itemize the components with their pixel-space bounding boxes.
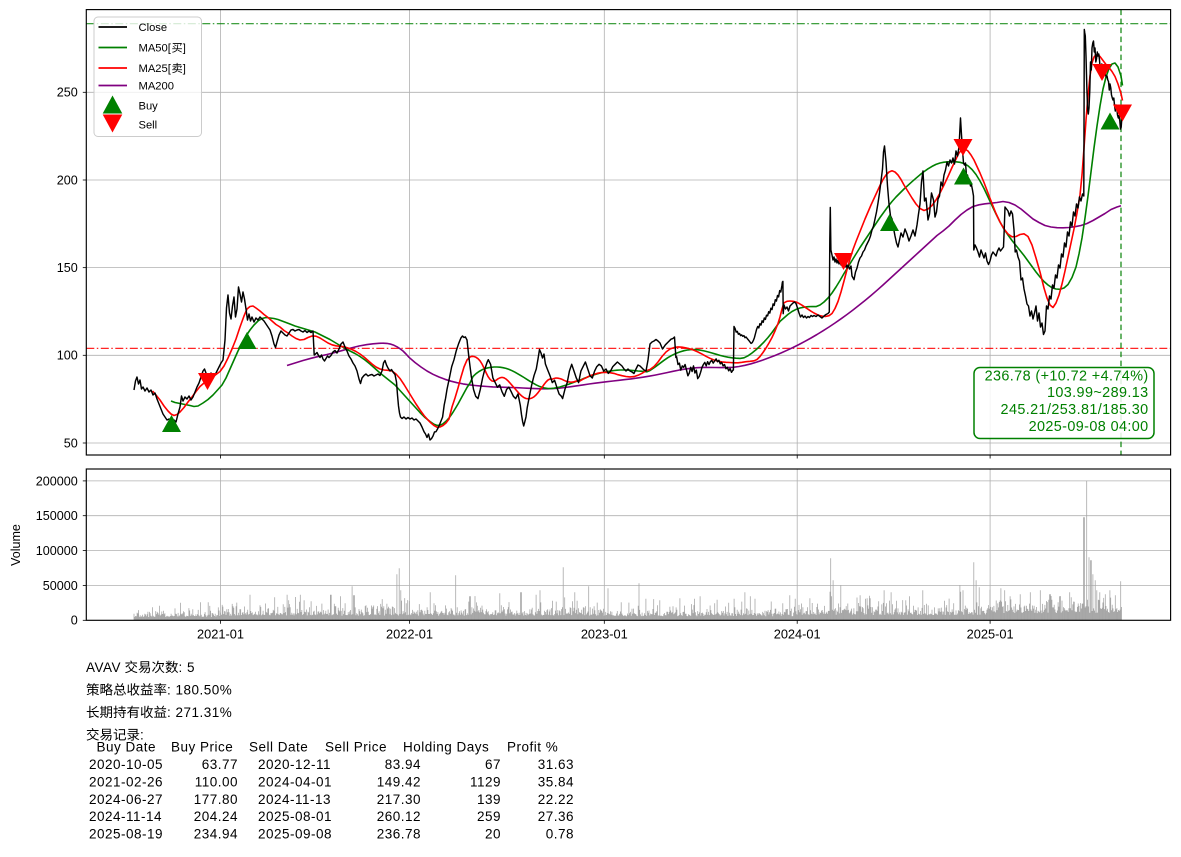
svg-text:MA200: MA200 [139, 81, 174, 93]
svg-text:2025-08-19: 2025-08-19 [89, 827, 163, 842]
svg-text:2025-09-08 04:00: 2025-09-08 04:00 [1029, 419, 1149, 435]
svg-text:149.42: 149.42 [377, 774, 421, 789]
svg-text:2024-06-27: 2024-06-27 [89, 792, 163, 807]
svg-text:110.00: 110.00 [195, 774, 238, 789]
svg-text:2025-08-01: 2025-08-01 [258, 809, 332, 824]
svg-text:103.99~289.13: 103.99~289.13 [1047, 385, 1149, 401]
svg-text:Buy Date: Buy Date [97, 740, 157, 755]
svg-text:2022-01: 2022-01 [386, 627, 433, 642]
svg-text:2024-11-13: 2024-11-13 [258, 792, 331, 807]
svg-text:63.77: 63.77 [202, 757, 238, 772]
svg-text:245.21/253.81/185.30: 245.21/253.81/185.30 [1001, 402, 1149, 418]
svg-text:Close: Close [139, 22, 168, 34]
svg-text:177.80: 177.80 [194, 792, 238, 807]
svg-text:2021-02-26: 2021-02-26 [89, 774, 163, 789]
svg-text:0: 0 [71, 614, 78, 628]
svg-text:20: 20 [485, 827, 501, 842]
svg-text:2020-10-05: 2020-10-05 [89, 757, 163, 772]
svg-text:2024-11-14: 2024-11-14 [89, 809, 162, 824]
svg-text:35.84: 35.84 [538, 774, 574, 789]
svg-text:Buy: Buy [139, 100, 159, 112]
svg-text:Sell Date: Sell Date [249, 740, 308, 755]
svg-text:100000: 100000 [36, 544, 78, 558]
svg-text:260.12: 260.12 [377, 809, 421, 824]
svg-text:236.78: 236.78 [377, 827, 421, 842]
svg-text:AVAV: AVAV [86, 660, 121, 675]
svg-text:100: 100 [57, 349, 78, 363]
svg-text:2024-01: 2024-01 [774, 627, 821, 642]
svg-text:Volume: Volume [9, 524, 23, 566]
svg-text:217.30: 217.30 [377, 792, 421, 807]
svg-text:200: 200 [57, 173, 78, 187]
svg-text:]: ] [183, 63, 186, 75]
svg-text:2021-01: 2021-01 [197, 627, 244, 642]
svg-text:250: 250 [57, 86, 78, 100]
svg-text:259: 259 [477, 809, 501, 824]
svg-text:22.22: 22.22 [538, 792, 574, 807]
svg-text:139: 139 [477, 792, 501, 807]
svg-text:0.78: 0.78 [546, 827, 574, 842]
svg-text:2023-01: 2023-01 [581, 627, 628, 642]
svg-text:MA50[: MA50[ [139, 43, 172, 55]
svg-text:200000: 200000 [36, 474, 78, 488]
svg-text:: 271.31%: : 271.31% [167, 705, 232, 720]
svg-text:]: ] [183, 43, 186, 55]
svg-text:Sell Price: Sell Price [325, 740, 387, 755]
svg-text:234.94: 234.94 [194, 827, 238, 842]
svg-text:MA25[: MA25[ [139, 63, 172, 75]
svg-text:2020-12-11: 2020-12-11 [258, 757, 331, 772]
svg-text:150000: 150000 [36, 509, 78, 523]
svg-text:31.63: 31.63 [538, 757, 574, 772]
svg-text:204.24: 204.24 [194, 809, 238, 824]
svg-text:Profit %: Profit % [507, 740, 558, 755]
svg-text:1129: 1129 [470, 774, 501, 789]
svg-text::: : [140, 728, 144, 743]
svg-text:2024-04-01: 2024-04-01 [258, 774, 332, 789]
svg-text:83.94: 83.94 [385, 757, 421, 772]
svg-text:Buy Price: Buy Price [171, 740, 233, 755]
svg-text:236.78 (+10.72 +4.74%): 236.78 (+10.72 +4.74%) [985, 368, 1149, 384]
svg-text:27.36: 27.36 [538, 809, 574, 824]
svg-text:50000: 50000 [43, 579, 78, 593]
svg-text:50: 50 [64, 436, 78, 450]
svg-text:67: 67 [485, 757, 501, 772]
svg-text:150: 150 [57, 261, 78, 275]
svg-text:2025-09-08: 2025-09-08 [258, 827, 332, 842]
svg-text:: 180.50%: : 180.50% [167, 683, 232, 698]
svg-text:Sell: Sell [139, 119, 158, 131]
svg-text:Holding Days: Holding Days [403, 740, 489, 755]
svg-text:: 5: : 5 [179, 660, 196, 675]
svg-text:2025-01: 2025-01 [967, 627, 1014, 642]
